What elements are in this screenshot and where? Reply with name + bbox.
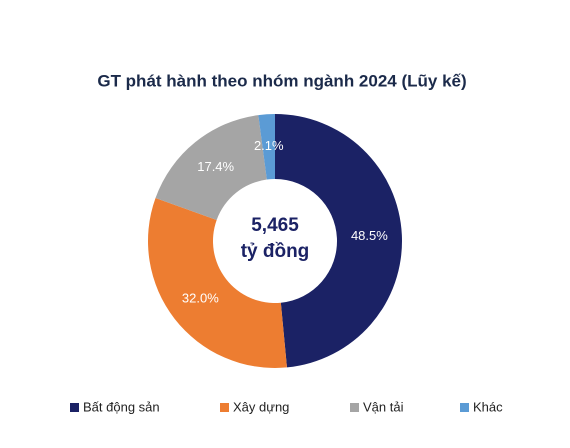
slice: [155, 115, 267, 220]
slice: [258, 114, 275, 180]
legend-swatch: [460, 403, 469, 412]
slice: [148, 197, 287, 369]
center-label: 5,465: [251, 215, 299, 236]
legend-swatch: [70, 403, 79, 412]
value-label: 2.1%: [254, 138, 284, 153]
chart-title: GT phát hành theo nhóm ngành 2024 (Lũy k…: [97, 71, 466, 90]
legend-label: Khác: [473, 399, 503, 414]
value-label: 48.5%: [351, 228, 388, 243]
center-label: tỷ đồng: [241, 241, 310, 262]
slice: [275, 114, 402, 368]
legend-swatch: [220, 403, 229, 412]
legend-label: Xây dựng: [233, 399, 289, 414]
legend-swatch: [350, 403, 359, 412]
legend-label: Vận tải: [363, 399, 404, 414]
value-label: 17.4%: [197, 159, 234, 174]
value-label: 32.0%: [182, 290, 219, 305]
legend-label: Bất động sản: [83, 399, 160, 414]
